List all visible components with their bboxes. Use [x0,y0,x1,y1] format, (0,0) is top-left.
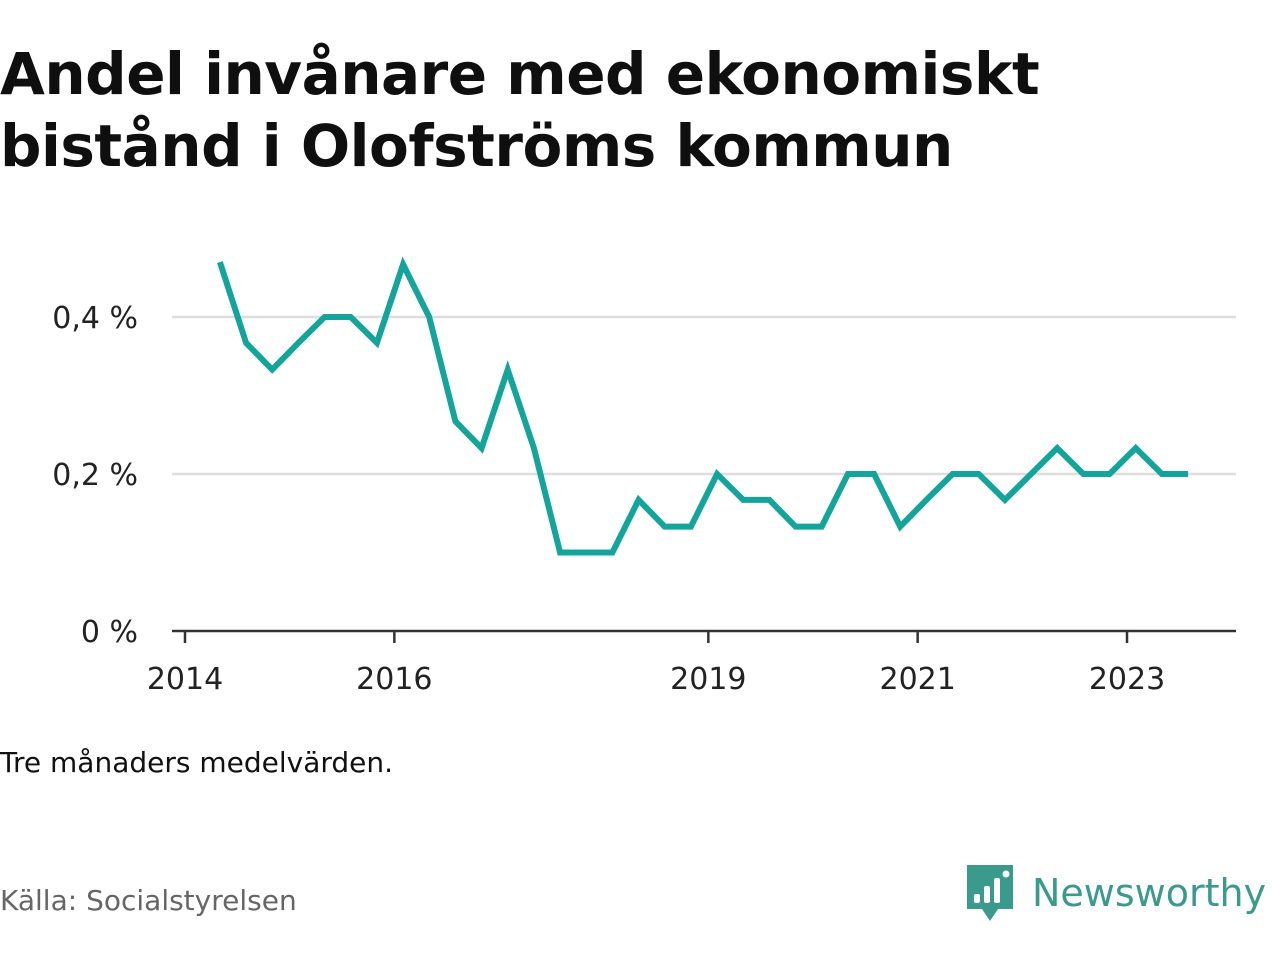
grid-lines [172,315,1236,476]
y-tick-label: 0,2 % [52,458,138,493]
series-layer [217,256,1189,556]
brand-name: Newsworthy [1032,871,1267,915]
y-axis-tick-labels: 0 % 0,2 % 0,4 % [52,301,138,650]
brand-logo: Newsworthy [964,862,1266,924]
x-tick-label: 2016 [356,662,432,697]
chart-title: Andel invånare med ekonomiskt bistånd i … [0,40,1040,180]
y-tick-label: 0,4 % [52,301,138,336]
x-axis [172,629,1236,643]
source-credit: Källa: Socialstyrelsen [0,884,297,917]
series-line [217,256,1189,556]
x-axis-tick-labels: 2014 2016 2019 2021 2023 [147,662,1165,697]
line-chart: 0 % 0,2 % 0,4 % 2014 2016 2019 2021 2023 [52,256,1236,697]
bar-chart-speech-bubble-icon [967,865,1013,921]
chart-note: Tre månaders medelvärden. [0,746,394,779]
y-tick-label: 0 % [81,615,138,650]
x-tick-label: 2019 [670,662,746,697]
x-tick-label: 2014 [147,662,223,697]
x-tick-label: 2023 [1089,662,1165,697]
x-tick-label: 2021 [879,662,955,697]
